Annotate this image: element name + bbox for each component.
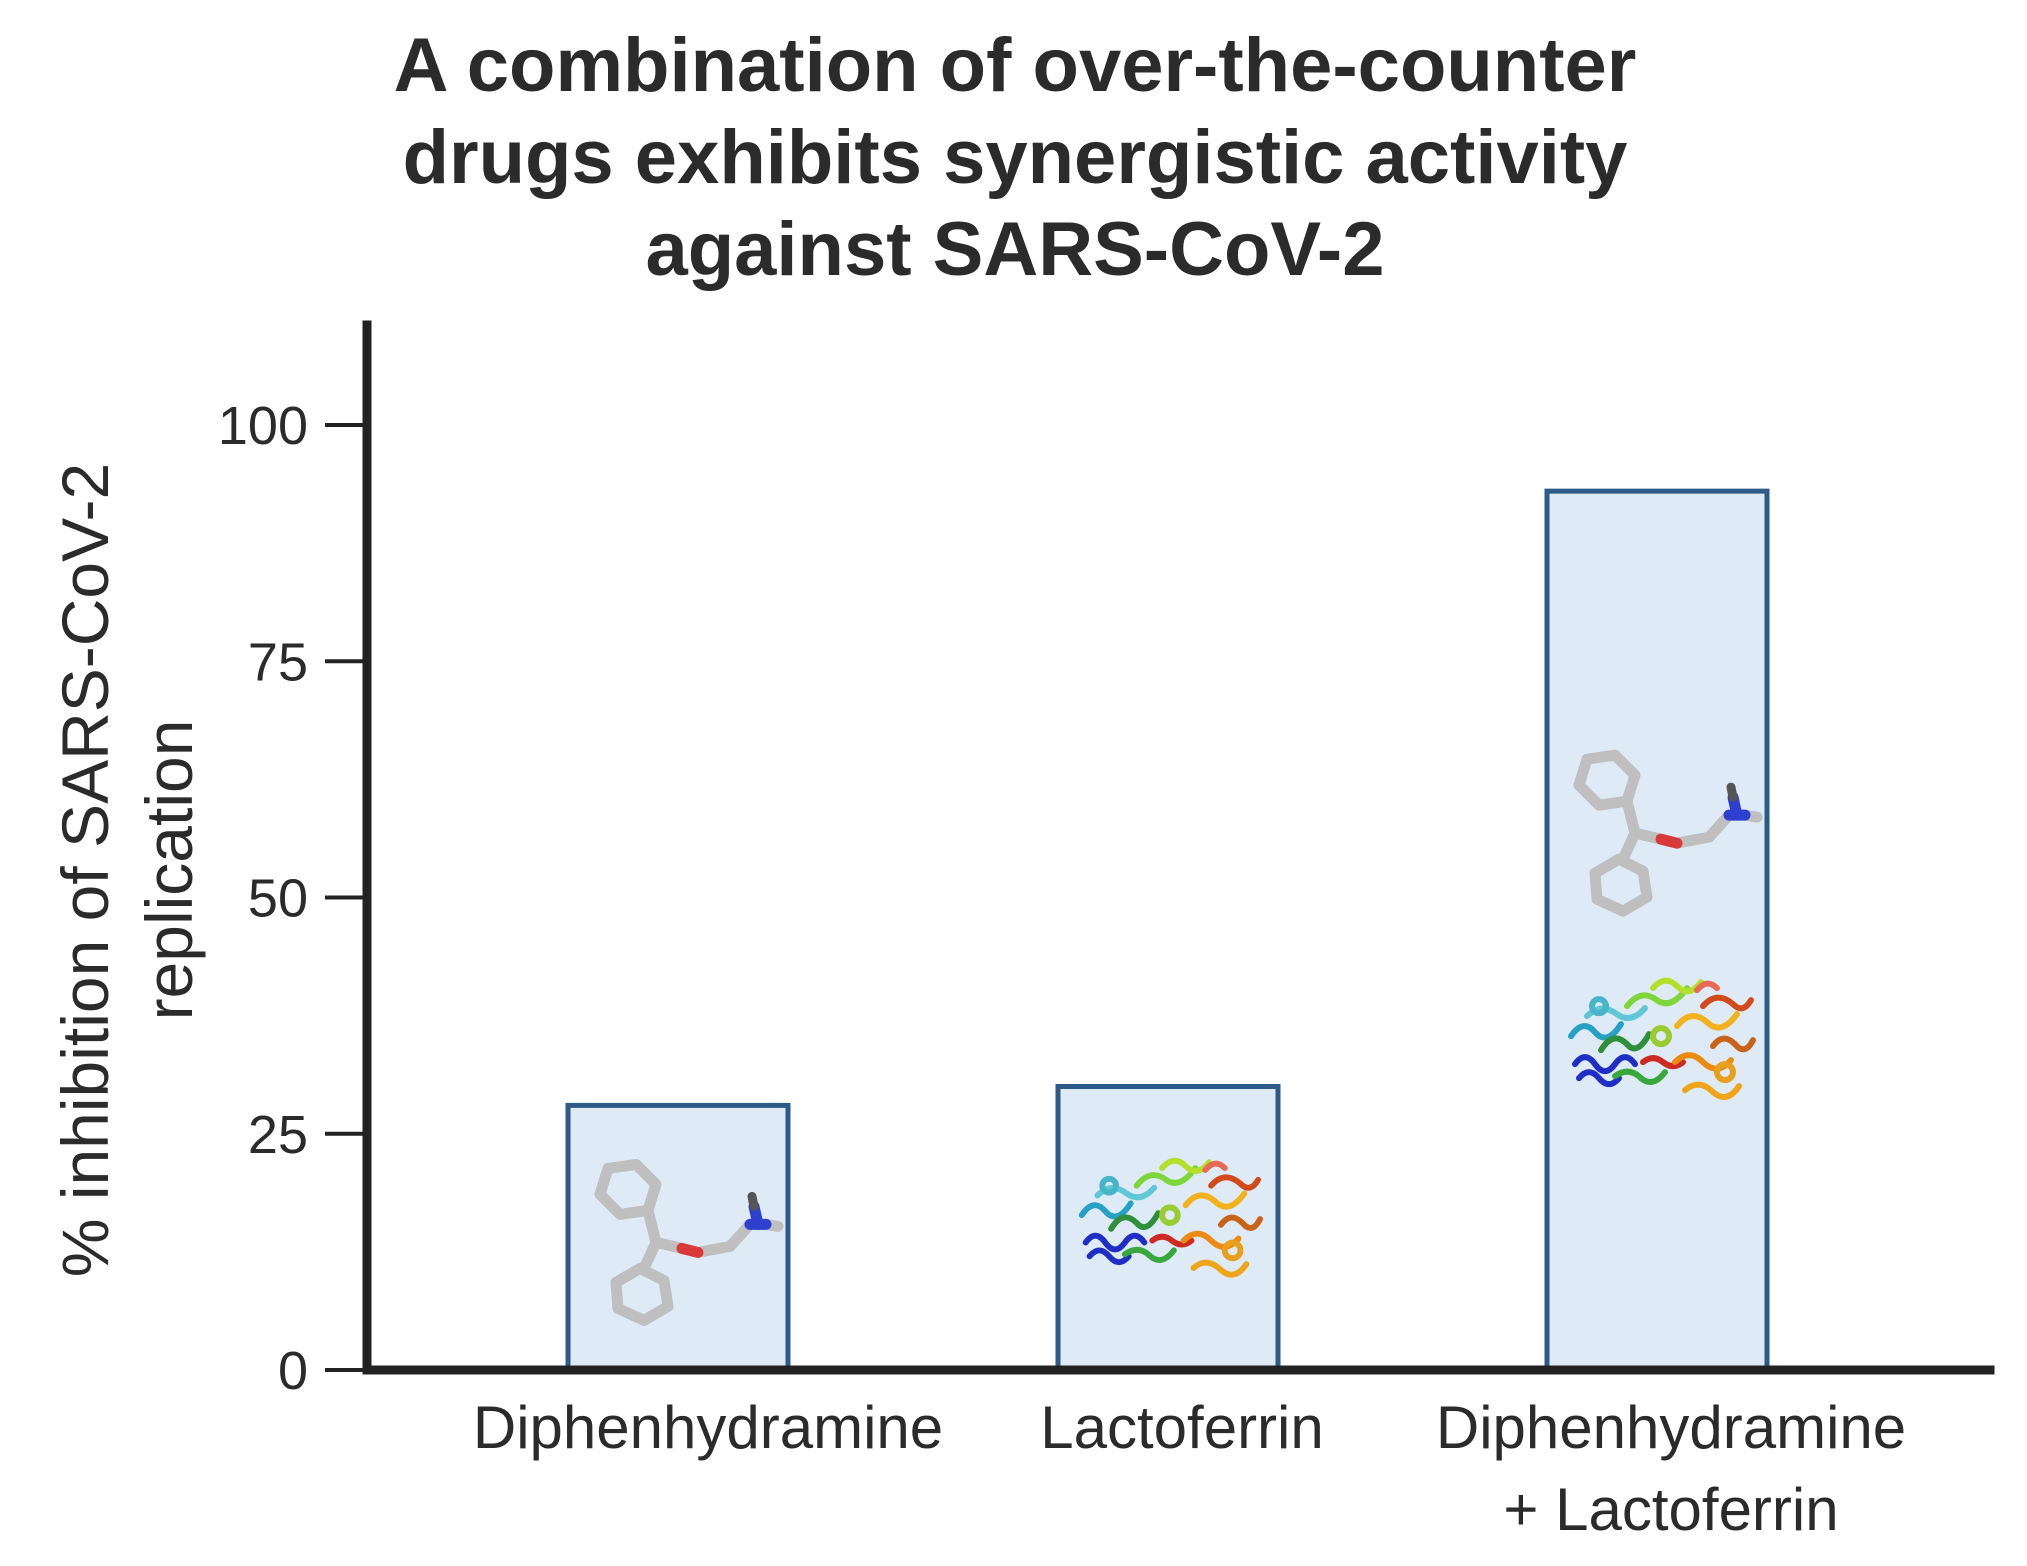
chart-title-line-2: drugs exhibits synergistic activity	[402, 115, 1628, 200]
bar	[1544, 488, 1770, 1373]
y-axis-label-line-1: % inhibition of SARS-CoV-2	[48, 463, 122, 1277]
chart-title-line-3: against SARS-CoV-2	[645, 207, 1385, 292]
bar	[1055, 1084, 1281, 1373]
chart-title-line-1: A combination of over-the-counter	[393, 23, 1637, 108]
x-tick-label: Diphenhydramine	[1436, 1394, 1906, 1461]
y-axis-label-line-2: replication	[132, 720, 206, 1021]
x-tick-label: Lactoferrin	[1040, 1394, 1323, 1461]
y-axis-ticks: 0 25 50 75 100	[218, 396, 367, 1401]
y-tick-label: 75	[248, 632, 308, 692]
x-tick-label: + Lactoferrin	[1503, 1476, 1838, 1543]
bars	[565, 488, 1770, 1373]
y-tick-label: 50	[248, 869, 308, 929]
x-tick-label: Diphenhydramine	[473, 1394, 943, 1461]
chart-title: A combination of over-the-counter drugs …	[300, 20, 1730, 296]
y-tick-label: 0	[278, 1341, 308, 1401]
y-tick-label: 100	[218, 396, 308, 456]
y-axis-label: % inhibition of SARS-CoV-2 replication	[48, 463, 206, 1277]
y-tick-label: 25	[248, 1105, 308, 1165]
bar	[565, 1102, 791, 1373]
x-axis-labels: Diphenhydramine Lactoferrin Diphenhydramin…	[473, 1394, 1906, 1543]
